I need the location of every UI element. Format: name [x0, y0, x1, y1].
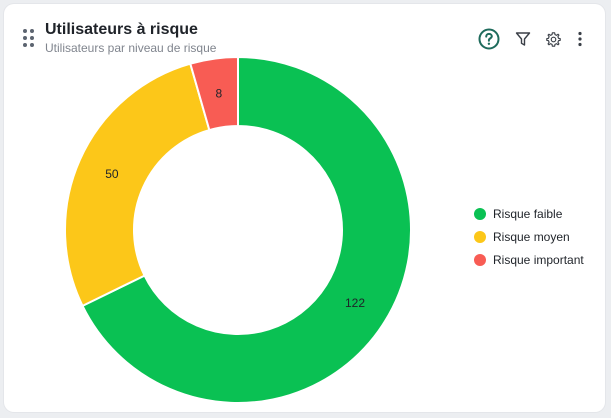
widget-subtitle: Utilisateurs par niveau de risque: [45, 41, 217, 55]
help-circle-icon[interactable]: [477, 27, 501, 51]
data-label-risque-faible: 122: [345, 296, 365, 310]
widget-card: Utilisateurs à risque Utilisateurs par n…: [4, 4, 605, 412]
chart-legend: Risque faible Risque moyen Risque import…: [474, 202, 584, 271]
donut-slice-risque-moyen[interactable]: [64, 62, 211, 308]
legend-label-risque-important: Risque important: [493, 252, 584, 267]
widget-title: Utilisateurs à risque: [45, 21, 198, 38]
legend-label-risque-faible: Risque faible: [493, 206, 563, 221]
donut-chart: 122 50 8: [64, 55, 412, 404]
donut-slice-risque-faible[interactable]: [81, 55, 412, 404]
legend-marker-risque-important: [474, 253, 486, 266]
legend-item-risque-moyen[interactable]: Risque moyen: [474, 225, 584, 248]
more-vertical-icon[interactable]: [572, 27, 588, 51]
legend-label-risque-moyen: Risque moyen: [493, 229, 570, 244]
gear-icon[interactable]: [542, 27, 564, 51]
legend-marker-risque-moyen: [474, 230, 486, 243]
data-label-risque-important: 8: [215, 86, 222, 100]
data-label-risque-moyen: 50: [105, 167, 119, 181]
legend-marker-risque-faible: [474, 207, 486, 220]
legend-item-risque-faible[interactable]: Risque faible: [474, 202, 584, 225]
donut-slice-risque-important[interactable]: [189, 55, 239, 132]
filter-icon[interactable]: [512, 27, 534, 51]
legend-item-risque-important[interactable]: Risque important: [474, 248, 584, 271]
drag-handle-icon[interactable]: [23, 29, 35, 47]
